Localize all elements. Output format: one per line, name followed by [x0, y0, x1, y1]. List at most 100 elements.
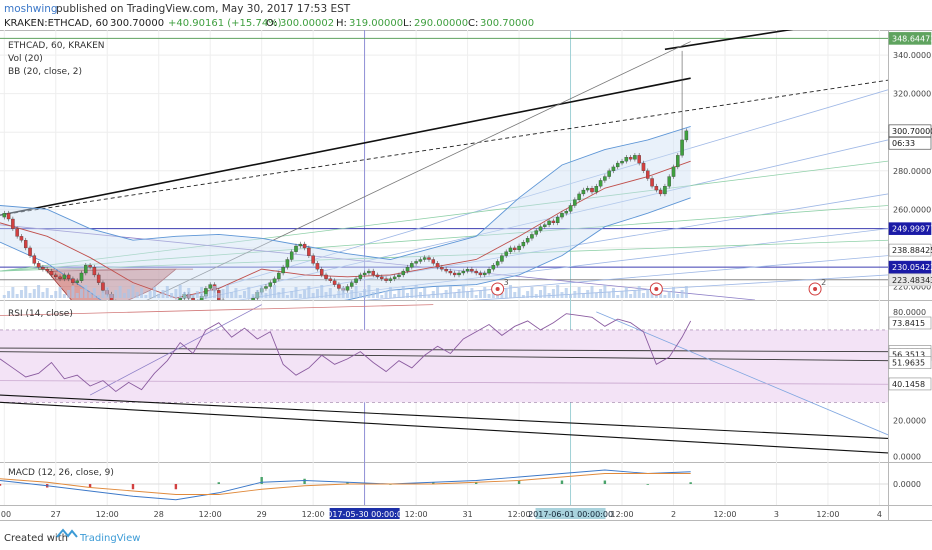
macd-histogram-bar — [689, 482, 692, 484]
volume-bar — [513, 292, 517, 298]
volume-bar — [217, 293, 221, 298]
legend-main[interactable]: ETHCAD, 60, KRAKEN — [8, 41, 105, 51]
x-tick-label: 4 — [877, 510, 882, 519]
candle-body — [410, 263, 414, 268]
header-change: +40.90161 (+15.74%) — [168, 18, 282, 29]
volume-bar — [478, 291, 482, 298]
x-tick-label: 3 — [774, 510, 779, 519]
candle-body — [281, 267, 285, 274]
price-axis[interactable]: 220.0000240.0000260.0000280.0000300.0000… — [888, 32, 932, 489]
candle-body — [676, 155, 680, 168]
legend-macd[interactable]: MACD (12, 26, close, 9) — [8, 468, 114, 478]
x-tick-label: 12:00 — [610, 510, 633, 519]
volume-bar — [315, 289, 319, 298]
candle-body — [560, 213, 564, 218]
x-tick-label: 12:00 — [199, 510, 222, 519]
candle-body — [62, 274, 67, 279]
volume-bar — [264, 293, 268, 298]
volume-bar — [58, 287, 62, 298]
volume-bar — [19, 290, 23, 298]
volume-bar — [140, 288, 144, 298]
macd-histogram-bar — [603, 480, 607, 484]
candle-body — [667, 176, 671, 187]
volume-bar — [200, 287, 204, 298]
volume-bar — [238, 295, 242, 298]
header-last: 300.70000 — [110, 18, 164, 29]
candle-body — [92, 267, 97, 276]
volume-bar — [672, 287, 676, 298]
volume-bar — [547, 293, 551, 298]
price-label-badge — [888, 377, 932, 391]
legend-vol[interactable]: Vol (20) — [8, 54, 43, 64]
volume-bar — [320, 285, 324, 298]
header-close: 300.70000 — [480, 18, 534, 29]
rsi-trend-line — [0, 394, 888, 440]
price-label-badge — [888, 136, 932, 150]
volume-bar — [118, 286, 122, 298]
volume-bar — [577, 287, 581, 298]
volume-bar — [539, 290, 543, 298]
candle-body — [264, 286, 268, 289]
candle-body — [465, 268, 470, 272]
candle-body — [573, 199, 577, 206]
volume-bar — [423, 288, 427, 298]
candle-body — [307, 247, 311, 256]
volume-bar — [500, 293, 504, 298]
candle-body — [375, 274, 380, 278]
candle-body — [684, 130, 689, 141]
volume-bar — [590, 286, 594, 298]
volume-bar — [641, 293, 645, 298]
candle-body — [680, 139, 684, 156]
volume-bar — [268, 289, 272, 298]
volume-bar — [427, 295, 431, 298]
candle-body — [226, 306, 229, 312]
x-tick-label: 12:00 — [302, 510, 325, 519]
volume-bar — [560, 292, 564, 298]
candle-body — [328, 278, 333, 281]
volume-bar — [144, 295, 148, 298]
volume-bar — [54, 291, 58, 298]
price-label: 230.05422 — [892, 263, 932, 272]
candle-body — [401, 270, 405, 276]
volume-bar — [637, 286, 641, 298]
volume-bar — [406, 293, 410, 298]
macd-histogram-bar — [88, 484, 92, 488]
price-label: 56.3513 — [892, 351, 925, 360]
candle-body — [615, 162, 620, 168]
volume-bar — [594, 293, 598, 298]
fan-line — [175, 89, 888, 300]
volume-bar — [24, 286, 28, 298]
candle-body — [58, 276, 62, 279]
volume-bar — [135, 292, 139, 298]
volume-bar — [517, 288, 521, 298]
volume-bar — [251, 294, 255, 298]
volume-bar — [534, 294, 538, 298]
candle-body — [350, 282, 354, 287]
volume-bar — [543, 286, 547, 298]
candle-body — [577, 193, 581, 200]
footer-brand[interactable]: TradingView — [79, 533, 140, 544]
price-label: 73.8415 — [892, 319, 925, 328]
header-low: 290.00000 — [414, 18, 468, 29]
candle-body — [337, 284, 341, 289]
candle-body — [294, 245, 298, 252]
header-author[interactable]: moshwing — [4, 3, 58, 15]
candle-body — [474, 270, 478, 274]
candle-body — [332, 280, 337, 285]
volume-bar — [2, 295, 6, 298]
candle-body — [362, 272, 367, 276]
volume-bar — [170, 293, 174, 298]
header-close-label: C: — [468, 18, 478, 29]
legend-bb[interactable]: BB (20, close, 2) — [8, 67, 82, 77]
candle-body — [79, 272, 84, 281]
volume-bar — [363, 289, 367, 298]
legend-rsi[interactable]: RSI (14, close) — [8, 309, 73, 319]
time-highlight-badge — [329, 508, 400, 519]
tradingview-logo-icon — [56, 528, 78, 538]
candle-body — [311, 255, 315, 264]
volume-bar — [80, 289, 84, 298]
x-tick-label: 2 — [671, 510, 676, 519]
candle-body — [251, 297, 255, 300]
rsi-y-tick-label: 0.0000 — [893, 453, 921, 462]
